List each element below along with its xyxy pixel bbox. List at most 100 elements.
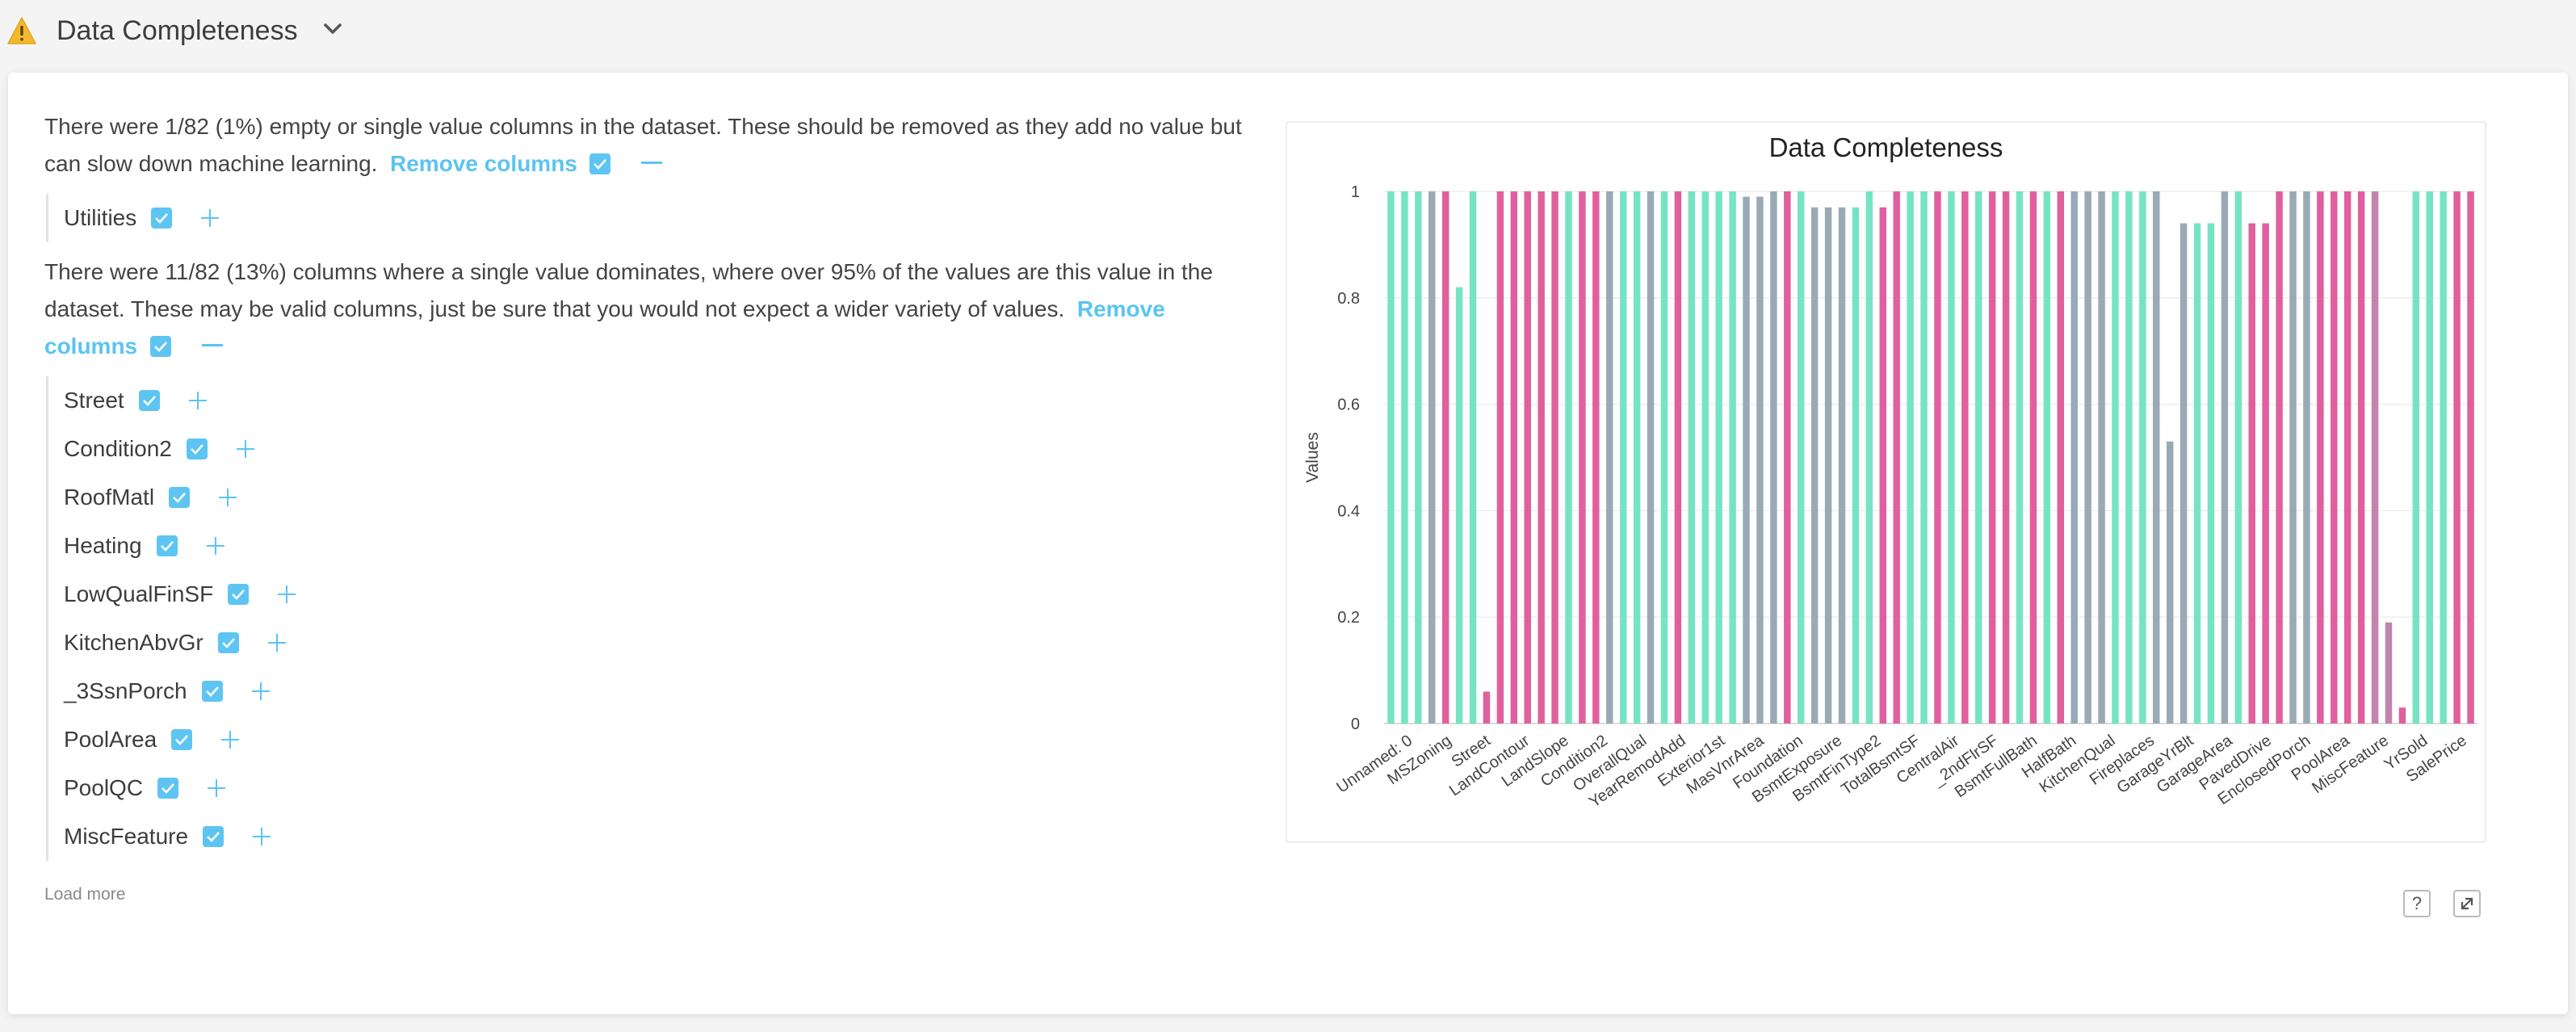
remove-columns-checkbox-2[interactable]	[149, 336, 171, 357]
chart-bar[interactable]	[2043, 191, 2051, 724]
chart-bar[interactable]	[2166, 441, 2174, 724]
chart-bar[interactable]	[2357, 191, 2365, 724]
chart-bar[interactable]	[2343, 191, 2352, 724]
chart-bar[interactable]	[2412, 191, 2420, 724]
chart-bar[interactable]	[1415, 191, 1422, 724]
column-checkbox[interactable]	[138, 390, 160, 411]
chart-bar[interactable]	[1770, 191, 1777, 724]
chart-bar[interactable]	[1483, 691, 1491, 724]
chart-bar[interactable]	[2180, 223, 2188, 724]
remove-columns-link-2[interactable]: Remove columns	[44, 296, 1165, 359]
expand-button[interactable]	[2453, 890, 2481, 917]
chart-bar[interactable]	[1660, 191, 1668, 724]
plus-icon[interactable]	[236, 440, 254, 458]
chart-bar[interactable]	[1824, 207, 1832, 724]
chart-bar[interactable]	[1838, 207, 1846, 724]
plus-icon[interactable]	[221, 731, 240, 749]
chart-bar[interactable]	[1633, 191, 1641, 724]
chart-bar[interactable]	[1865, 191, 1873, 724]
chart-bar[interactable]	[2057, 191, 2065, 724]
chart-bar[interactable]	[1975, 191, 1982, 724]
column-checkbox[interactable]	[217, 632, 239, 653]
chart-bar[interactable]	[1934, 191, 1941, 724]
chart-bar[interactable]	[1988, 191, 1996, 724]
chart-bar[interactable]	[2317, 191, 2324, 724]
chart-bar[interactable]	[1879, 207, 1886, 724]
plus-icon[interactable]	[253, 828, 271, 845]
plus-icon[interactable]	[206, 537, 224, 555]
chart-bar[interactable]	[1565, 191, 1572, 724]
chart-bar[interactable]	[1961, 191, 1969, 724]
column-checkbox[interactable]	[186, 438, 208, 459]
remove-columns-checkbox[interactable]	[589, 153, 611, 174]
chart-bar[interactable]	[2112, 191, 2119, 724]
column-checkbox[interactable]	[169, 487, 191, 508]
chart-bar[interactable]	[2029, 191, 2037, 724]
chart-bar[interactable]	[2016, 191, 2024, 724]
chart-bar[interactable]	[2193, 223, 2201, 724]
chart-bar[interactable]	[1797, 191, 1805, 724]
chart-bar[interactable]	[2262, 223, 2269, 724]
chart-bar[interactable]	[2398, 707, 2406, 724]
chart-bar[interactable]	[2153, 191, 2160, 724]
chart-bar[interactable]	[1429, 191, 1436, 724]
chart-bar[interactable]	[2440, 191, 2447, 724]
chart-bar[interactable]	[1579, 191, 1586, 724]
column-checkbox[interactable]	[157, 778, 179, 799]
chart-bar[interactable]	[1688, 191, 1696, 724]
chart-bar[interactable]	[2248, 223, 2255, 724]
plus-icon[interactable]	[201, 209, 220, 227]
chart-bar[interactable]	[1784, 191, 1791, 724]
plus-icon[interactable]	[219, 489, 237, 506]
chevron-down-icon[interactable]	[321, 18, 344, 40]
chart-bar[interactable]	[1920, 191, 1928, 724]
collapse-icon-2[interactable]	[201, 344, 223, 346]
chart-bar[interactable]	[1469, 191, 1477, 724]
chart-bar[interactable]	[2234, 191, 2242, 724]
column-checkbox[interactable]	[151, 208, 173, 229]
chart-bar[interactable]	[2371, 191, 2379, 724]
chart-bar[interactable]	[1619, 191, 1627, 724]
chart-bar[interactable]	[1810, 207, 1819, 724]
chart-bar[interactable]	[1551, 191, 1559, 724]
chart-bar[interactable]	[2070, 191, 2078, 724]
chart-bar[interactable]	[1510, 191, 1518, 724]
plus-icon[interactable]	[278, 585, 296, 603]
chart-bar[interactable]	[2276, 191, 2283, 724]
load-more-link[interactable]: Load more	[44, 885, 126, 904]
chart-bar[interactable]	[1907, 191, 1914, 724]
chart-bar[interactable]	[1756, 196, 1764, 724]
chart-bar[interactable]	[2467, 191, 2474, 724]
column-checkbox[interactable]	[203, 826, 224, 847]
chart-bar[interactable]	[2453, 191, 2461, 724]
chart-bar[interactable]	[2002, 191, 2010, 724]
chart-bar[interactable]	[1729, 191, 1736, 724]
chart-bar[interactable]	[1893, 191, 1900, 724]
chart-bar[interactable]	[2331, 191, 2338, 724]
chart-bar[interactable]	[2385, 622, 2393, 724]
chart-bar[interactable]	[1538, 191, 1545, 724]
chart-bar[interactable]	[1852, 207, 1860, 724]
plus-icon[interactable]	[267, 634, 286, 652]
chart-bar[interactable]	[1592, 191, 1600, 724]
chart-bar[interactable]	[1496, 191, 1504, 724]
chart-bar[interactable]	[2289, 191, 2297, 724]
chart-bar[interactable]	[1455, 287, 1463, 724]
help-button[interactable]: ?	[2403, 890, 2431, 917]
column-checkbox[interactable]	[156, 535, 178, 556]
chart-bar[interactable]	[2426, 191, 2433, 724]
chart-bar[interactable]	[1743, 196, 1750, 724]
chart-bar[interactable]	[1387, 191, 1395, 724]
chart-bar[interactable]	[1441, 191, 1450, 724]
chart-bar[interactable]	[2207, 223, 2215, 724]
chart-bar[interactable]	[1674, 191, 1682, 724]
chart-bar[interactable]	[1647, 191, 1655, 724]
column-checkbox[interactable]	[171, 729, 193, 750]
chart-bar[interactable]	[2139, 191, 2146, 724]
chart-bar[interactable]	[2125, 191, 2133, 724]
chart-bar[interactable]	[1524, 191, 1531, 724]
chart-bar[interactable]	[1715, 191, 1722, 724]
chart-bar[interactable]	[2084, 191, 2091, 724]
column-checkbox[interactable]	[228, 584, 250, 605]
remove-columns-link[interactable]: Remove columns	[390, 151, 577, 176]
